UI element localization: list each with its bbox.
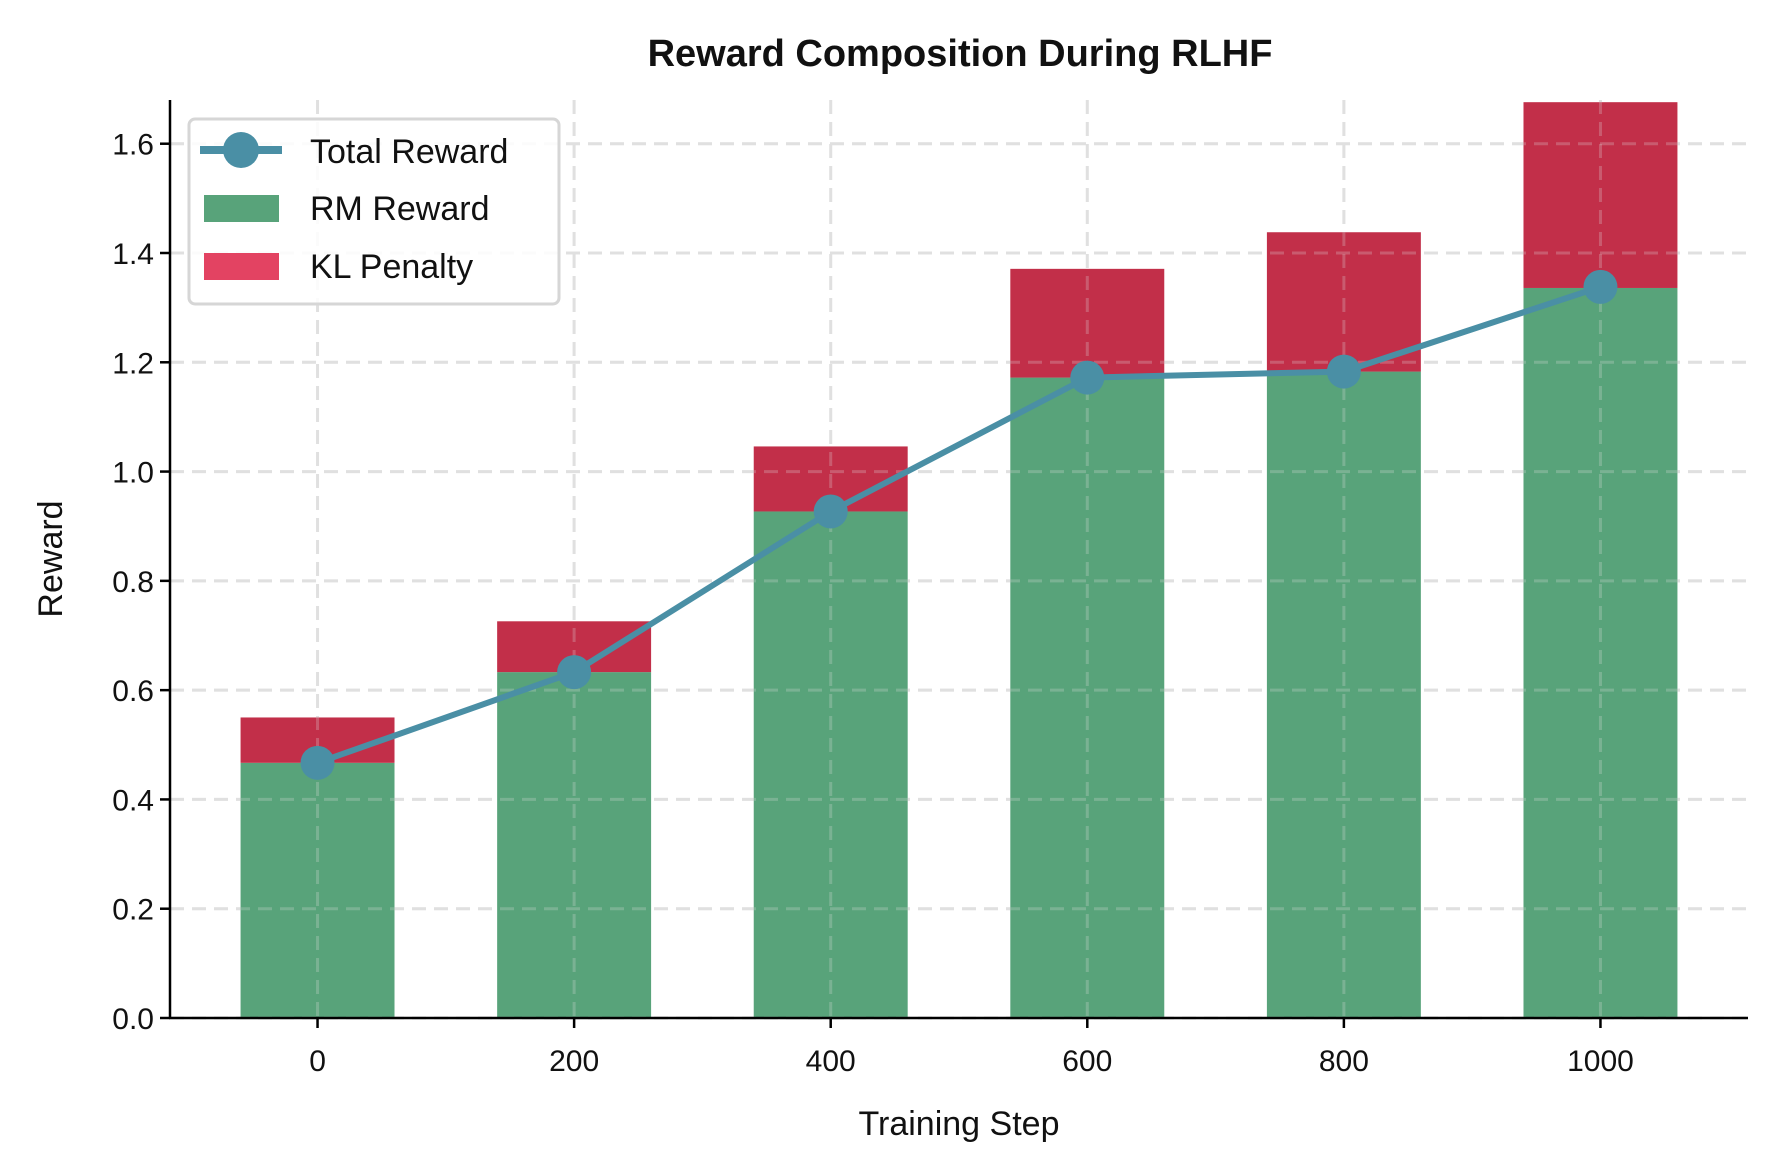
bar-rm-reward xyxy=(753,511,908,1018)
x-tick-label: 1000 xyxy=(1567,1045,1634,1078)
total-reward-line xyxy=(300,269,1618,780)
bar-rm-reward xyxy=(1010,377,1165,1019)
legend-label-rm-reward: RM Reward xyxy=(310,190,489,228)
y-axis-label: Reward xyxy=(32,500,70,617)
y-tick-label: 0.0 xyxy=(112,1003,154,1036)
legend-swatch-rm-reward xyxy=(204,195,279,222)
bar-kl-penalty xyxy=(1010,268,1165,378)
x-tick-label: 800 xyxy=(1319,1045,1369,1078)
bar-rm-reward xyxy=(1523,287,1678,1018)
total-reward-point xyxy=(300,745,335,780)
y-tick-label: 1.6 xyxy=(112,129,154,162)
bar-rm-reward xyxy=(1266,371,1421,1018)
total-reward-polyline xyxy=(316,284,1602,766)
total-reward-point xyxy=(813,494,848,529)
total-reward-point xyxy=(1583,269,1618,304)
legend-frame xyxy=(187,117,561,306)
y-tick-label: 0.4 xyxy=(112,784,154,817)
total-reward-point xyxy=(557,655,592,690)
y-tick-label: 1.0 xyxy=(112,457,154,490)
y-tick-label: 1.4 xyxy=(112,238,154,271)
legend-swatch-kl-penalty xyxy=(204,253,279,280)
y-tick-label: 0.2 xyxy=(112,894,154,927)
bar-kl-penalty xyxy=(1523,102,1678,288)
bars xyxy=(240,102,1678,1019)
y-tick-label: 0.6 xyxy=(112,675,154,708)
legend-label-kl-penalty: KL Penalty xyxy=(310,248,473,286)
legend-label-total-reward: Total Reward xyxy=(310,133,508,171)
x-axis-label: Training Step xyxy=(859,1105,1060,1143)
total-reward-point xyxy=(1326,354,1361,389)
y-tick-label: 1.2 xyxy=(112,347,154,380)
x-tick-label: 600 xyxy=(1062,1045,1112,1078)
bar-rm-reward xyxy=(240,762,395,1018)
bar-kl-penalty xyxy=(1266,232,1421,372)
total-reward-point xyxy=(1070,360,1105,395)
legend: Total Reward RM Reward KL Penalty xyxy=(187,117,561,306)
x-tick-label: 400 xyxy=(806,1045,856,1078)
bar-rm-reward xyxy=(497,672,652,1018)
legend-marker-icon xyxy=(223,132,259,168)
x-tick-label: 0 xyxy=(309,1045,326,1078)
chart-title: Reward Composition During RLHF xyxy=(648,33,1273,75)
x-tick-label: 200 xyxy=(549,1045,599,1078)
y-tick-label: 0.8 xyxy=(112,566,154,599)
axes: 0.0 0.2 0.4 0.6 0.8 1.0 1.2 1.4 1.6 0 200 400 600 800… xyxy=(112,100,1748,1078)
